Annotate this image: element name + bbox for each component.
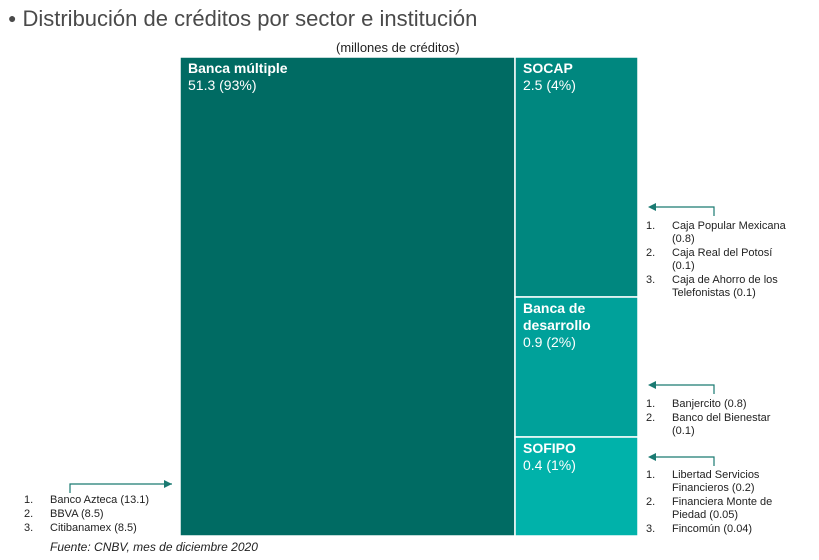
annotation-banca-desarrollo-item: 1. Banjercito (0.8) [646, 398, 796, 411]
title-bullet-icon: ● [8, 10, 17, 26]
annotation-socap-item: 1. Caja Popular Mexicana (0.8) [646, 220, 796, 246]
arrow-sofipo-head-icon [648, 453, 656, 461]
treemap-rect-sofipo [514, 436, 639, 537]
arrow-banca-multiple-line [69, 483, 172, 493]
treemap-label-sofipo: SOFIPO [523, 440, 576, 456]
annotation-banca-multiple-item: 2. BBVA (8.5) [24, 508, 174, 521]
annotation-banca-multiple-item-text: BBVA (8.5) [50, 508, 104, 520]
annotation-banca-desarrollo-item-text: Banco del Bienestar (0.1) [672, 412, 771, 437]
treemap-rect-socap [514, 56, 639, 298]
annotation-socap-item: 2. Caja Real del Potosí (0.1) [646, 247, 796, 273]
annotation-banca-desarrollo-item: 2. Banco del Bienestar (0.1) [646, 412, 796, 438]
annotation-banca-multiple-item-text: Banco Azteca (13.1) [50, 494, 150, 506]
arrow-socap-line [650, 206, 715, 216]
annotation-socap-item-text: Caja Popular Mexicana (0.8) [672, 220, 786, 245]
arrow-socap-head-icon [648, 203, 656, 211]
annotation-banca-desarrollo-item-text: Banjercito (0.8) [672, 398, 747, 410]
treemap-label-socap: SOCAP [523, 60, 573, 76]
arrow-banca-desarrollo-line [650, 384, 715, 394]
annotation-banca-multiple-item: 1. Banco Azteca (13.1) [24, 494, 174, 507]
arrow-banca-desarrollo-head-icon [648, 381, 656, 389]
annotation-socap-item-number: 2. [646, 247, 656, 259]
annotation-banca-desarrollo-item-number: 1. [646, 398, 656, 410]
treemap-label-banca-desarrollo: Banca de desarrollo [523, 300, 591, 333]
source-note: Fuente: CNBV, mes de diciembre 2020 [50, 540, 258, 554]
annotation-socap-item-number: 3. [646, 274, 656, 286]
chart-title-text: Distribución de créditos por sector e in… [22, 6, 478, 31]
annotation-sofipo-item: 1. Libertad Servicios Financieros (0.2) [646, 469, 796, 495]
annotation-sofipo-item: 2. Financiera Monte de Piedad (0.05) [646, 496, 796, 522]
annotation-sofipo-item-number: 3. [646, 523, 656, 535]
annotation-banca-multiple-item: 3. Citibanamex (8.5) [24, 522, 174, 535]
treemap-value-banca-multiple: 51.3 (93%) [188, 77, 256, 93]
annotation-socap-item-text: Caja Real del Potosí (0.1) [672, 247, 773, 272]
treemap-rect-banca-multiple [179, 56, 516, 537]
annotation-banca-desarrollo: 1. Banjercito (0.8) 2. Banco del Bienestar … [646, 398, 796, 439]
annotation-sofipo-item: 3. Fincomún (0.04) [646, 523, 796, 536]
annotation-sofipo-item-text: Fincomún (0.04) [672, 523, 753, 535]
treemap-label-banca-multiple: Banca múltiple [188, 60, 288, 76]
annotation-sofipo-item-number: 2. [646, 496, 656, 508]
annotation-banca-multiple-item-number: 2. [24, 508, 34, 520]
annotation-socap: 1. Caja Popular Mexicana (0.8) 2. Caja Real… [646, 220, 796, 301]
annotation-socap-item: 3. Caja de Ahorro de los Telefonistas (0.… [646, 274, 796, 300]
annotation-banca-multiple-item-number: 3. [24, 522, 34, 534]
annotation-sofipo-item-text: Libertad Servicios Financieros (0.2) [672, 469, 760, 494]
annotation-banca-multiple: 1. Banco Azteca (13.1) 2. BBVA (8.5) 3. Citib… [24, 494, 174, 536]
annotation-socap-item-number: 1. [646, 220, 656, 232]
arrow-banca-multiple-head-icon [164, 480, 172, 488]
arrow-sofipo-line [650, 456, 715, 466]
annotation-sofipo: 1. Libertad Servicios Financieros (0.2) 2.… [646, 469, 796, 537]
treemap-value-sofipo: 0.4 (1%) [523, 457, 576, 473]
annotation-banca-desarrollo-item-number: 2. [646, 412, 656, 424]
annotation-sofipo-item-text: Financiera Monte de Piedad (0.05) [672, 496, 773, 521]
chart-title: ● Distribución de créditos por sector e i… [8, 6, 477, 32]
treemap-value-banca-desarrollo: 0.9 (2%) [523, 334, 576, 350]
treemap-value-socap: 2.5 (4%) [523, 77, 576, 93]
annotation-sofipo-item-number: 1. [646, 469, 656, 481]
annotation-socap-item-text: Caja de Ahorro de los Telefonistas (0.1) [672, 274, 778, 299]
annotation-banca-multiple-item-text: Citibanamex (8.5) [50, 522, 137, 534]
annotation-banca-multiple-item-number: 1. [24, 494, 34, 506]
chart-subtitle: (millones de créditos) [336, 40, 460, 55]
